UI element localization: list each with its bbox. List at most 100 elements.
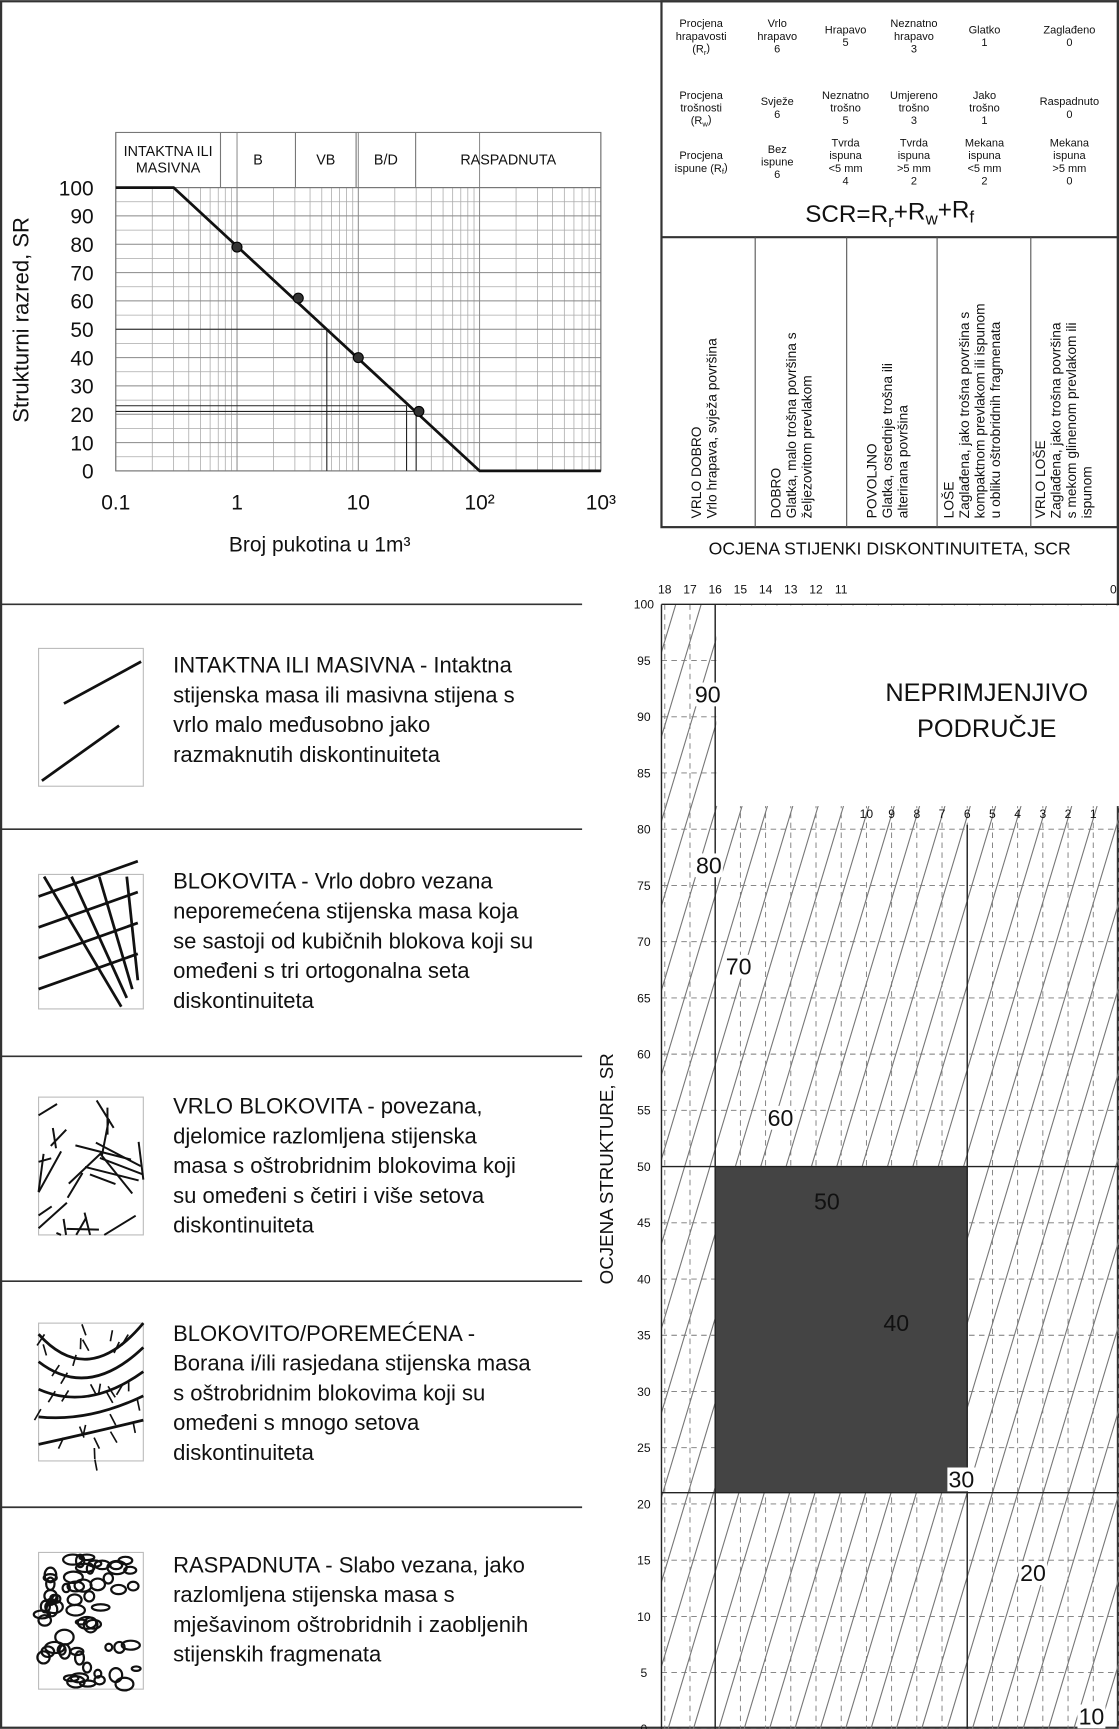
rating-cell: hrapavo	[894, 31, 934, 43]
structure-description: vrlo malo međusobno jako	[173, 712, 430, 737]
structure-title: INTAKTNA ILI MASIVNA - Intaktna	[173, 653, 512, 678]
rating-cell: ispuna	[898, 150, 931, 162]
icon-stroke	[61, 1582, 71, 1594]
rating-cell: ispuna	[829, 150, 862, 162]
icon-stroke	[37, 1153, 45, 1193]
icon-stroke	[130, 1665, 142, 1672]
icon-stroke	[57, 1437, 65, 1449]
category-label: INTAKTNA ILI	[124, 144, 213, 160]
x-tick-label: 0.1	[101, 492, 130, 515]
text-part: SCR=R	[805, 201, 888, 228]
icon-stroke	[38, 1103, 58, 1117]
icon-stroke	[84, 1165, 139, 1182]
icon-stroke	[50, 1129, 67, 1147]
icon-stroke	[136, 1399, 141, 1411]
icon-stroke	[114, 1676, 135, 1692]
rating-cell: 6	[774, 44, 780, 56]
row-label: (Rr)	[692, 43, 710, 57]
structure-description: mješavinom oštrobridnih i zaobljenih	[173, 1612, 528, 1637]
condition-description: s mekom glinenom prevlakom ili	[1064, 322, 1079, 518]
icon-stroke	[120, 1334, 129, 1346]
y-tick-label: 65	[637, 991, 651, 1005]
label-bg	[766, 1105, 795, 1130]
structure-icon	[32, 1551, 144, 1692]
row-label: hrapavosti	[676, 31, 727, 43]
icon-stroke	[123, 1565, 138, 1575]
y-tick-label: 90	[70, 206, 93, 229]
icon-stroke	[45, 1601, 59, 1618]
icon-stroke	[93, 1668, 103, 1679]
structure-description: razlomljena stijenska masa s	[173, 1582, 455, 1607]
text-part: ispune (R	[675, 163, 722, 175]
rating-cell: trošno	[899, 103, 930, 115]
icon-stroke	[81, 1324, 87, 1336]
rating-cell: Hrapavo	[825, 25, 867, 37]
rating-cell: 2	[981, 176, 987, 188]
text-part: )	[706, 43, 710, 55]
label-bg	[694, 853, 723, 878]
structure-title: RASPADNUTA - Slabo vezana, jako	[173, 1552, 525, 1577]
icon-stroke	[51, 1364, 60, 1377]
gsi-contour	[1022, 1407, 1119, 1729]
x-tick-label: 1	[231, 492, 243, 515]
text-part: r	[704, 48, 707, 57]
x-tick-label: 14	[759, 582, 773, 596]
x-tick-label: 7	[939, 807, 946, 821]
rating-cell: 4	[843, 176, 849, 188]
label-bg	[812, 1189, 841, 1214]
rating-cell: ispuna	[1053, 150, 1086, 162]
icon-stroke	[62, 1674, 80, 1683]
row-label: trošnosti	[680, 103, 722, 115]
icon-stroke	[66, 1227, 99, 1231]
structure-description: diskontinuiteta	[173, 1440, 315, 1465]
icon-stroke	[99, 1156, 144, 1176]
condition-description: u obliku oštrobridnih fragmenata	[988, 321, 1003, 518]
icon-stroke	[42, 1344, 48, 1356]
icon-stroke	[75, 1216, 88, 1236]
condition-title: VRLO DOBRO	[689, 426, 704, 518]
x-axis-label: Broj pukotina u 1m³	[229, 533, 411, 556]
text-part: w	[924, 210, 938, 229]
structure-description: diskontinuiteta	[173, 988, 315, 1013]
rating-cell: 0	[1066, 37, 1072, 49]
icon-stroke	[95, 1099, 115, 1129]
icon-frame	[38, 1096, 144, 1236]
icon-stroke	[37, 1346, 145, 1380]
gsi-contour	[971, 1238, 1119, 1729]
condition-description: ispunom	[1079, 466, 1094, 518]
icon-stroke	[76, 1615, 98, 1630]
icon-stroke	[90, 1603, 111, 1612]
structure-line	[115, 186, 601, 473]
icon-stroke	[63, 660, 142, 705]
rating-cell: ispune	[761, 157, 793, 169]
rating-cell: Neznatno	[890, 18, 937, 30]
icon-stroke	[72, 1354, 77, 1367]
x-tick-label: 12	[809, 582, 823, 596]
x-tick-label: 10³	[586, 492, 616, 515]
y-tick-label: 10	[637, 1610, 651, 1624]
condition-title: POVOLJNO	[864, 443, 879, 518]
icon-stroke	[36, 1650, 51, 1665]
y-axis-label: OCJENA STRUKTURE, SR	[596, 1053, 617, 1284]
icon-stroke	[38, 859, 139, 898]
x-tick-label: 0	[1110, 582, 1117, 596]
y-tick-label: 70	[637, 935, 651, 949]
y-tick-label: 45	[637, 1216, 651, 1230]
y-tick-label: 100	[59, 177, 94, 200]
icon-stroke	[36, 1333, 46, 1346]
rating-cell: 6	[774, 169, 780, 181]
condition-description: Zaglađena, jako trošna površina s	[957, 312, 972, 519]
row-label: Procjena	[679, 150, 723, 162]
icon-stroke	[120, 1639, 141, 1651]
condition-title: DOBRO	[769, 468, 784, 519]
y-tick-label: 0	[82, 461, 94, 484]
x-tick-label: 5	[989, 807, 996, 821]
y-tick-label: 25	[637, 1441, 651, 1455]
data-point	[231, 241, 243, 253]
icon-stroke	[110, 1583, 128, 1596]
formula: SCR=Rr+Rw+Rf	[805, 196, 974, 230]
text-part: +R	[938, 196, 970, 223]
condition-description: kompaktnom prevlakom ili ispunom	[972, 303, 987, 518]
rating-cell: Glatko	[969, 25, 1001, 37]
